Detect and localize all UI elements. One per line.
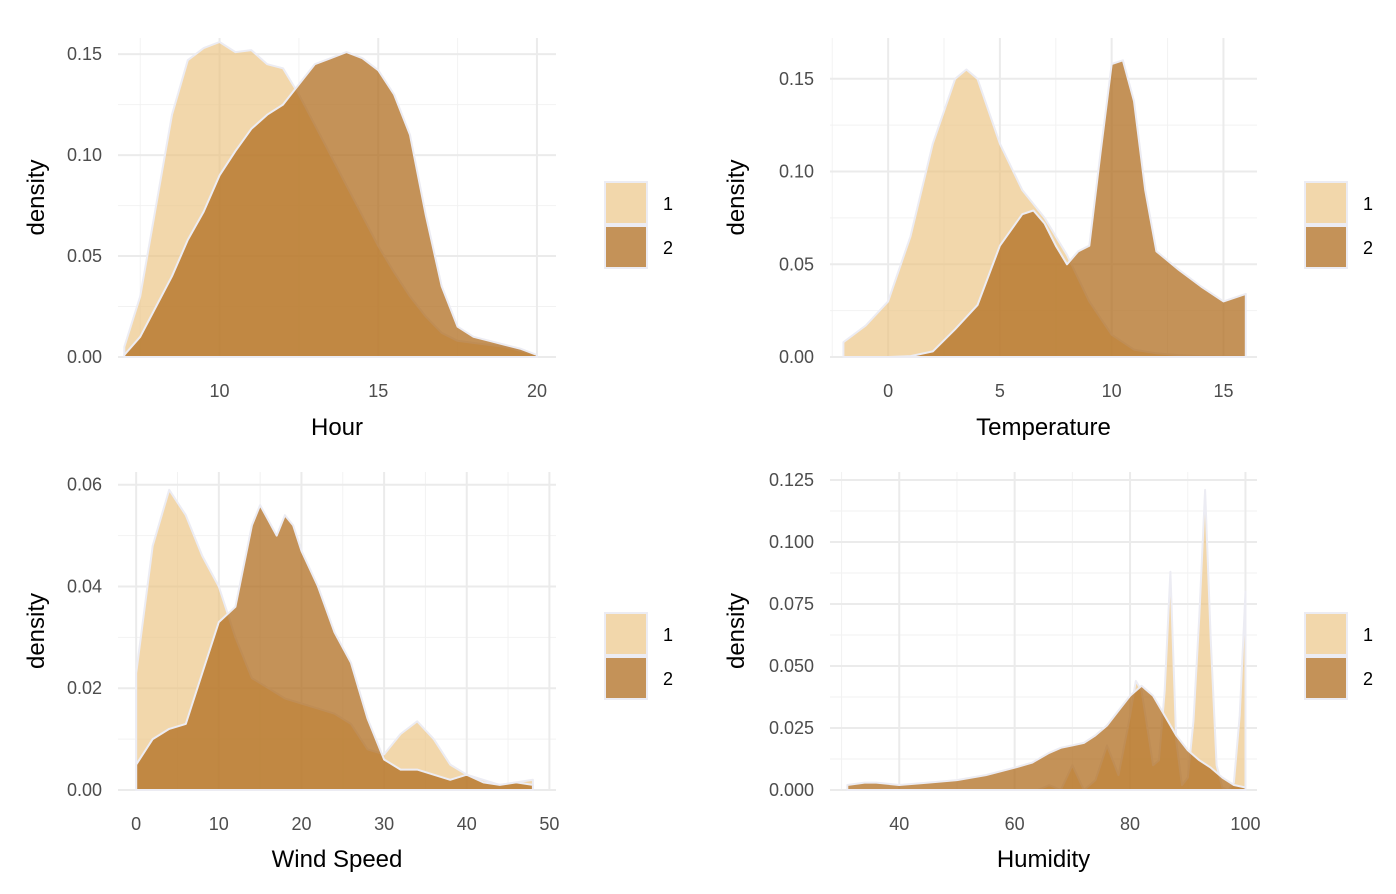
panel-4: 40 60 80 100 0.000 0.025 0.050 0.075 0.100 0.125 H… — [723, 470, 1373, 873]
legend: 12 — [604, 612, 673, 700]
panel-3: 0 10 20 30 40 50 0.00 0.02 0.04 0.06 Wind Speed den… — [23, 472, 673, 873]
x-axis-title: Temperature — [976, 414, 1111, 441]
y-tick-label: 0.10 — [779, 162, 814, 182]
x-tick-label: 15 — [1213, 381, 1233, 401]
y-tick-label: 0.06 — [67, 475, 102, 495]
x-tick-label: 40 — [889, 814, 909, 834]
legend-label-1: 1 — [1363, 625, 1373, 645]
x-tick-label: 40 — [457, 814, 477, 834]
legend-label-1: 1 — [1363, 194, 1373, 214]
density-area-series-2 — [123, 51, 538, 358]
y-tick-label: 0.00 — [779, 347, 814, 367]
legend-key-1 — [604, 181, 648, 225]
y-tick-label: 0.125 — [769, 470, 814, 490]
x-tick-label: 20 — [291, 814, 311, 834]
legend-key-1 — [604, 612, 648, 656]
x-tick-label: 10 — [1102, 381, 1122, 401]
x-tick-label: 0 — [883, 381, 893, 401]
y-axis-title: density — [723, 159, 750, 235]
legend-key-1 — [1304, 181, 1348, 225]
legend-key-2 — [604, 656, 648, 700]
legend: 12 — [1304, 181, 1373, 269]
legend-label-1: 1 — [663, 194, 673, 214]
density-area-series-2 — [135, 504, 534, 791]
y-tick-label: 0.00 — [67, 347, 102, 367]
x-axis-title: Hour — [311, 414, 363, 441]
x-tick-label: 5 — [995, 381, 1005, 401]
x-tick-label: 10 — [209, 814, 229, 834]
y-tick-label: 0.10 — [67, 145, 102, 165]
y-tick-label: 0.02 — [67, 678, 102, 698]
y-tick-label: 0.100 — [769, 532, 814, 552]
y-tick-label: 0.025 — [769, 718, 814, 738]
y-tick-label: 0.075 — [769, 594, 814, 614]
legend-key-2 — [604, 225, 648, 269]
legend-label-1: 1 — [663, 625, 673, 645]
legend: 12 — [1304, 612, 1373, 700]
x-tick-label: 80 — [1120, 814, 1140, 834]
x-tick-label: 30 — [374, 814, 394, 834]
legend-key-1 — [1304, 612, 1348, 656]
x-axis-title: Humidity — [997, 846, 1090, 873]
y-tick-label: 0.05 — [67, 246, 102, 266]
panel-2: 0 5 10 15 0.00 0.05 0.10 0.15 Temperature density… — [723, 38, 1373, 441]
y-tick-label: 0.15 — [779, 69, 814, 89]
y-axis-title: density — [23, 159, 50, 235]
y-tick-label: 0.00 — [67, 780, 102, 800]
y-tick-label: 0.05 — [779, 254, 814, 274]
y-tick-label: 0.15 — [67, 44, 102, 64]
y-axis-title: density — [23, 593, 50, 669]
legend: 12 — [604, 181, 673, 269]
x-tick-label: 50 — [539, 814, 559, 834]
x-tick-label: 0 — [131, 814, 141, 834]
y-tick-label: 0.000 — [769, 780, 814, 800]
legend-label-2: 2 — [663, 669, 673, 689]
density-area-series-2 — [842, 59, 1247, 358]
x-tick-label: 10 — [210, 381, 230, 401]
y-axis-title: density — [723, 593, 750, 669]
x-tick-label: 20 — [527, 381, 547, 401]
y-tick-label: 0.050 — [769, 656, 814, 676]
x-tick-label: 15 — [368, 381, 388, 401]
legend-label-2: 2 — [1363, 669, 1373, 689]
legend-key-2 — [1304, 656, 1348, 700]
x-tick-label: 60 — [1005, 814, 1025, 834]
legend-label-2: 2 — [1363, 238, 1373, 258]
x-tick-label: 100 — [1230, 814, 1260, 834]
legend-key-2 — [1304, 225, 1348, 269]
x-axis-title: Wind Speed — [272, 846, 403, 873]
density-area-series-2 — [846, 684, 1247, 791]
y-tick-label: 0.04 — [67, 576, 102, 596]
legend-label-2: 2 — [663, 238, 673, 258]
